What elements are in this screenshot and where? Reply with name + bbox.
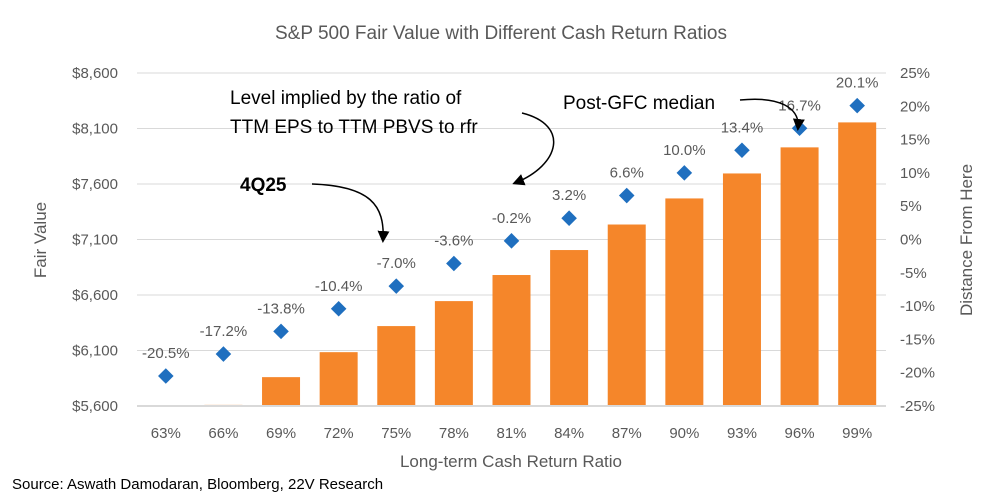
y2-tick-label: 5% <box>900 198 922 215</box>
data-label: -13.8% <box>257 300 305 317</box>
data-point <box>791 120 808 137</box>
arrow-ratio <box>512 112 555 186</box>
data-point <box>158 368 174 384</box>
data-label: -20.5% <box>142 345 190 362</box>
x-tick-label: 99% <box>842 425 872 442</box>
data-label: -3.6% <box>434 232 473 249</box>
source-note: Source: Aswath Damodaran, Bloomberg, 22V… <box>12 476 383 493</box>
bar <box>780 147 819 406</box>
bar <box>434 301 473 406</box>
bars <box>204 122 877 407</box>
x-tick-label: 84% <box>554 425 584 442</box>
data-point <box>446 255 462 272</box>
y2-tick-label: 25% <box>900 65 930 82</box>
y2-axis-ticks: -25% -20% -15% -10% -5% 0% 5% 10% 15% 20% 25% <box>900 65 935 415</box>
x-axis-label: Long-term Cash Return Ratio <box>400 452 622 471</box>
data-point <box>273 323 289 340</box>
y2-tick-label: -5% <box>900 265 927 282</box>
x-tick-label: 69% <box>266 425 296 442</box>
annotation-ratio-line2: TTM EPS to TTM PBVS to rfr <box>230 117 478 138</box>
data-label: 20.1% <box>836 75 879 92</box>
chart-title: S&P 500 Fair Value with Different Cash R… <box>275 23 727 44</box>
y-tick-label: $8,600 <box>72 65 118 82</box>
y-tick-label: $6,100 <box>72 343 118 360</box>
data-label: -10.4% <box>315 278 363 295</box>
y-tick-label: $8,100 <box>72 121 118 138</box>
bar <box>319 352 358 406</box>
annotation-ratio-line1: Level implied by the ratio of <box>230 88 462 109</box>
x-tick-label: 66% <box>208 425 238 442</box>
x-tick-label: 63% <box>151 425 181 442</box>
y2-tick-label: -25% <box>900 398 935 415</box>
arrow-median <box>739 98 805 131</box>
x-tick-label: 87% <box>612 425 642 442</box>
annotation-median: Post-GFC median <box>563 93 715 114</box>
points: -20.5% -17.2% -13.8% -10.4% -7.0% -3.6% -0.2% 3… <box>142 75 878 384</box>
data-label: -0.2% <box>492 210 531 227</box>
bar <box>492 275 531 406</box>
data-point <box>330 300 347 317</box>
arrow-current <box>311 183 390 243</box>
y2-tick-label: 10% <box>900 165 930 182</box>
data-label: 6.6% <box>610 165 644 182</box>
x-tick-label: 72% <box>324 425 354 442</box>
x-tick-label: 78% <box>439 425 469 442</box>
y2-tick-label: -15% <box>900 331 935 348</box>
y-tick-label: $5,600 <box>72 398 118 415</box>
x-tick-label: 75% <box>381 425 411 442</box>
data-label: 16.7% <box>778 97 821 114</box>
y-tick-label: $6,600 <box>72 287 118 304</box>
data-point <box>215 346 232 362</box>
data-label: 3.2% <box>552 187 586 204</box>
bar <box>550 250 589 406</box>
y-axis-label: Fair Value <box>31 202 50 278</box>
x-tick-label: 81% <box>496 425 526 442</box>
bar <box>838 122 877 407</box>
y-axis-ticks: $5,600 $6,100 $6,600 $7,100 $7,600 $8,100 $8,6… <box>72 65 118 415</box>
x-axis-ticks: 63% 66% 69% 72% 75% 78% 81% 84% 87% 90% 93% 96% 99% <box>151 425 872 442</box>
data-label: 10.0% <box>663 142 706 159</box>
x-tick-label: 93% <box>727 425 757 442</box>
data-label: -17.2% <box>200 323 248 340</box>
x-tick-label: 96% <box>785 425 815 442</box>
y2-tick-label: 20% <box>900 98 930 115</box>
bar <box>377 326 416 406</box>
data-point <box>618 187 635 204</box>
data-point <box>849 97 865 114</box>
x-tick-label: 90% <box>669 425 699 442</box>
bar <box>607 224 646 406</box>
data-point <box>561 210 577 226</box>
data-point <box>388 278 405 294</box>
y2-axis-label: Distance From Here <box>957 164 976 316</box>
annotation-current: 4Q25 <box>240 175 287 196</box>
data-label: 13.4% <box>721 119 764 136</box>
data-point <box>676 165 693 181</box>
y2-tick-label: 0% <box>900 232 922 249</box>
y-tick-label: $7,100 <box>72 232 118 249</box>
data-label: -7.0% <box>377 255 416 272</box>
y-tick-label: $7,600 <box>72 176 118 193</box>
bar <box>665 198 704 406</box>
y2-tick-label: 15% <box>900 132 930 149</box>
data-point <box>734 142 750 159</box>
y2-tick-label: -10% <box>900 298 935 315</box>
y2-tick-label: -20% <box>900 365 935 382</box>
bar <box>262 377 301 406</box>
data-point <box>503 233 520 249</box>
bar <box>722 173 761 406</box>
